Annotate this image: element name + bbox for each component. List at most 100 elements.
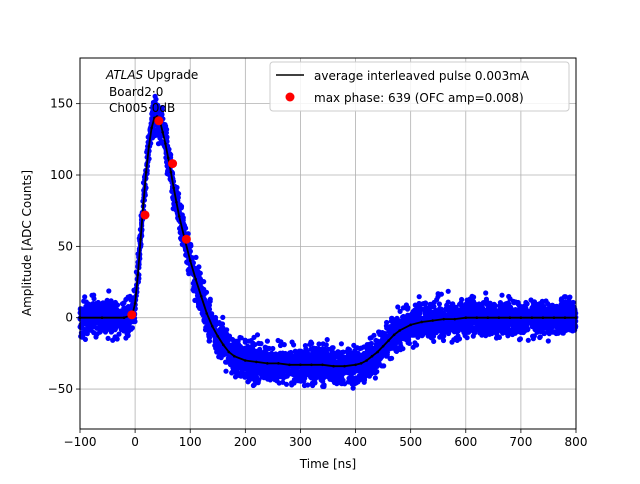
average-pulse-point: [100, 316, 104, 320]
average-pulse-point: [519, 316, 523, 320]
average-pulse-point: [299, 363, 302, 367]
legend-box: [269, 61, 570, 112]
average-pulse-point: [387, 339, 390, 342]
average-pulse-point: [541, 316, 545, 320]
average-pulse-path: [80, 115, 576, 368]
average-pulse-point: [321, 363, 324, 367]
average-pulse-point: [150, 126, 153, 130]
average-pulse-point: [166, 156, 170, 160]
x-tick-label: 600: [454, 435, 477, 449]
y-tick-label: 50: [58, 239, 73, 253]
average-pulse-point: [453, 317, 457, 321]
average-pulse-point: [563, 316, 567, 320]
average-pulse-point: [288, 363, 291, 367]
average-pulse-point: [122, 316, 126, 320]
average-pulse-point: [365, 359, 368, 362]
legend-average-label: average interleaved pulse 0.003mA: [314, 69, 530, 83]
max-phase-points: [127, 116, 191, 320]
sample-point-cloud: [77, 93, 579, 391]
y-tick-label: 150: [50, 97, 73, 111]
annotation-line-3: Ch005·0dB: [109, 101, 175, 115]
y-tick-label: 100: [50, 168, 73, 182]
average-pulse-point: [359, 362, 363, 365]
average-pulse-point: [310, 363, 313, 367]
x-axis-label: Time [ns]: [299, 457, 356, 471]
average-pulse-point: [216, 334, 220, 338]
average-pulse-point: [486, 316, 490, 320]
average-pulse-point: [398, 329, 401, 332]
annotation-line-1: ATLAS Upgrade: [105, 68, 198, 82]
average-pulse-point: [142, 202, 145, 205]
average-pulse-point: [227, 350, 231, 354]
average-pulse-point: [164, 142, 167, 145]
average-pulse-point: [431, 319, 435, 322]
average-pulse-point: [175, 200, 178, 204]
average-pulse-point: [255, 360, 258, 364]
sample-points: [77, 93, 579, 391]
average-pulse-point: [136, 273, 140, 277]
average-pulse-point: [552, 316, 556, 320]
legend-marker-swatch: [285, 92, 295, 102]
average-pulse-point: [464, 316, 468, 320]
x-tick-label: 500: [399, 435, 422, 449]
y-tick-label: −50: [48, 382, 73, 396]
average-pulse-point: [244, 359, 247, 362]
max-phase-point: [181, 234, 191, 244]
max-phase-point: [140, 210, 150, 220]
max-phase-point: [154, 116, 164, 126]
x-tick-label: 800: [565, 435, 588, 449]
average-pulse-point: [147, 145, 151, 148]
average-pulse-point: [508, 316, 512, 320]
average-pulse-point: [172, 186, 175, 190]
average-pulse-point: [277, 362, 280, 365]
annotation-line-2: Board2·0: [109, 85, 163, 99]
max-phase-point: [127, 310, 137, 320]
average-pulse-point: [354, 363, 357, 367]
average-pulse-point: [169, 170, 173, 174]
y-axis-ticks: −50 0 50 100 150: [48, 97, 80, 396]
average-pulse-point: [233, 354, 236, 358]
average-pulse-point: [144, 170, 148, 174]
average-pulse-point: [376, 350, 379, 354]
x-tick-label: 300: [289, 435, 312, 449]
x-tick-label: 400: [344, 435, 367, 449]
average-pulse-point: [392, 333, 396, 337]
average-pulse-point: [497, 316, 501, 320]
average-pulse-point: [194, 277, 198, 281]
average-pulse-point: [442, 317, 446, 321]
average-pulse-point: [133, 302, 137, 305]
average-pulse-point: [161, 130, 164, 134]
average-pulse-point: [530, 316, 534, 320]
x-axis-ticks: −100 0 100 200 300 400 500 600 700 800: [64, 429, 588, 449]
average-pulse-point: [221, 343, 225, 347]
average-pulse-point: [210, 324, 214, 328]
average-pulse-point: [266, 362, 269, 365]
average-pulse-point: [475, 316, 479, 320]
x-tick-label: 200: [234, 435, 257, 449]
y-axis-label: Amplitude [ADC Counts]: [20, 170, 34, 316]
upgrade-label: Upgrade: [143, 68, 198, 82]
average-pulse-line: [78, 115, 578, 368]
atlas-annotation: ATLAS Upgrade Board2·0 Ch005·0dB: [105, 68, 198, 115]
x-tick-label: 0: [131, 435, 139, 449]
plot-frame: [79, 57, 577, 430]
average-pulse-point: [177, 215, 181, 218]
average-pulse-point: [381, 344, 385, 348]
legend-max-phase-label: max phase: 639 (OFC amp=0.008): [314, 91, 524, 105]
max-phase-point: [168, 159, 178, 169]
average-pulse-point: [139, 237, 142, 241]
average-pulse-point: [205, 312, 209, 315]
average-pulse-point: [420, 320, 423, 324]
x-tick-label: 100: [179, 435, 202, 449]
average-pulse-point: [199, 294, 203, 298]
x-tick-label: 700: [509, 435, 532, 449]
legend: average interleaved pulse 0.003mA max ph…: [269, 61, 570, 112]
average-pulse-point: [370, 354, 374, 358]
average-pulse-point: [409, 323, 412, 327]
atlas-label: ATLAS: [105, 68, 144, 82]
average-pulse-point: [343, 364, 346, 368]
x-tick-label: −100: [64, 435, 97, 449]
average-pulse-point: [188, 259, 192, 262]
y-tick-label: 0: [65, 311, 73, 325]
